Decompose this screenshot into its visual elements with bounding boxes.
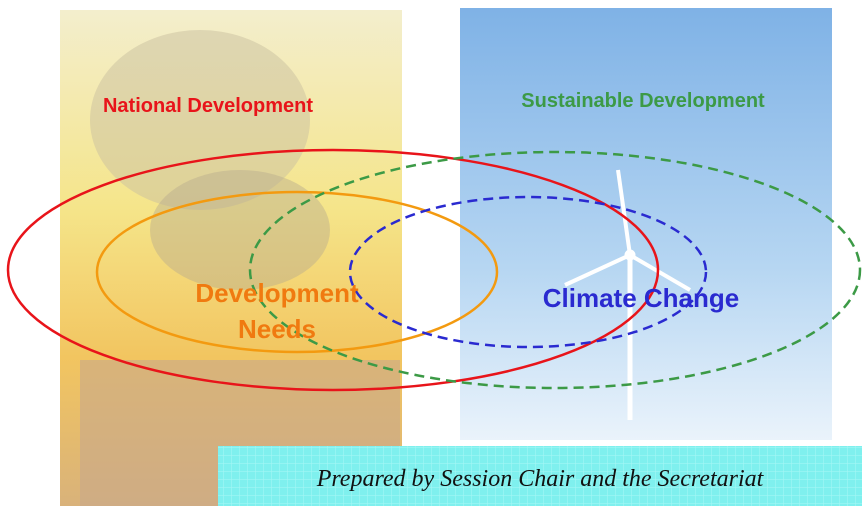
diagram: National Development Sustainable Develop…	[0, 0, 862, 506]
smoke-cloud	[150, 170, 330, 290]
climate-label: Climate Change	[543, 283, 740, 313]
sustainable-label: Sustainable Development	[521, 90, 765, 112]
page: National Development Sustainable Develop…	[0, 0, 862, 506]
national-label: National Development	[103, 95, 313, 117]
needs-label: Development	[195, 278, 359, 308]
needs-label: Needs	[238, 314, 316, 344]
footer-text: Prepared by Session Chair and the Secret…	[316, 466, 765, 492]
sky-photo	[460, 8, 832, 440]
